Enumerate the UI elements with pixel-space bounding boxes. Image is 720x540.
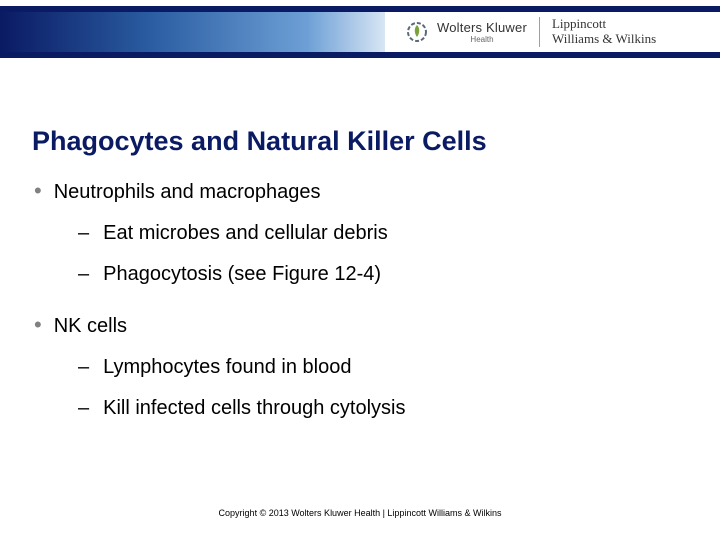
- dash-marker: –: [78, 356, 89, 379]
- brand-lww-line2: Williams & Wilkins: [552, 32, 656, 47]
- bullet-text: Neutrophils and macrophages: [54, 181, 321, 204]
- slide-title: Phagocytes and Natural Killer Cells: [32, 126, 487, 157]
- brand-wk-sub: Health: [437, 36, 527, 44]
- bullet-text: Phagocytosis (see Figure 12-4): [103, 263, 381, 286]
- brand-lippincott: Lippincott Williams & Wilkins: [552, 17, 656, 47]
- header-band: Wolters Kluwer Health Lippincott William…: [0, 0, 720, 74]
- bullet-text: Kill infected cells through cytolysis: [103, 397, 405, 420]
- copyright-footer: Copyright © 2013 Wolters Kluwer Health |…: [0, 508, 720, 518]
- brand-divider: [539, 17, 540, 47]
- bullet-level2: – Phagocytosis (see Figure 12-4): [78, 263, 682, 286]
- bullet-group: • Neutrophils and macrophages – Eat micr…: [34, 180, 682, 286]
- bullet-marker: •: [34, 180, 42, 202]
- bullet-group: • NK cells – Lymphocytes found in blood …: [34, 314, 682, 420]
- dash-marker: –: [78, 222, 89, 245]
- bullet-text: Lymphocytes found in blood: [103, 356, 351, 379]
- brand-wk-name: Wolters Kluwer: [437, 21, 527, 34]
- dash-marker: –: [78, 263, 89, 286]
- brand-wolters-kluwer: Wolters Kluwer Health: [437, 21, 527, 44]
- slide-body: • Neutrophils and macrophages – Eat micr…: [34, 180, 682, 420]
- slide: Wolters Kluwer Health Lippincott William…: [0, 0, 720, 540]
- bullet-level2: – Lymphocytes found in blood: [78, 356, 682, 379]
- bullet-level2: – Kill infected cells through cytolysis: [78, 397, 682, 420]
- bullet-text: NK cells: [54, 315, 127, 338]
- brand-container: Wolters Kluwer Health Lippincott William…: [385, 12, 709, 52]
- header-bottom-bar: [0, 52, 720, 58]
- dash-marker: –: [78, 397, 89, 420]
- bullet-level2: – Eat microbes and cellular debris: [78, 222, 682, 245]
- bullet-level1: • Neutrophils and macrophages: [34, 180, 682, 204]
- bullet-level1: • NK cells: [34, 314, 682, 338]
- header-gradient: [0, 12, 385, 52]
- brand-lww-line1: Lippincott: [552, 17, 656, 32]
- bullet-marker: •: [34, 314, 42, 336]
- wolters-kluwer-logo-icon: [405, 20, 429, 44]
- bullet-text: Eat microbes and cellular debris: [103, 222, 388, 245]
